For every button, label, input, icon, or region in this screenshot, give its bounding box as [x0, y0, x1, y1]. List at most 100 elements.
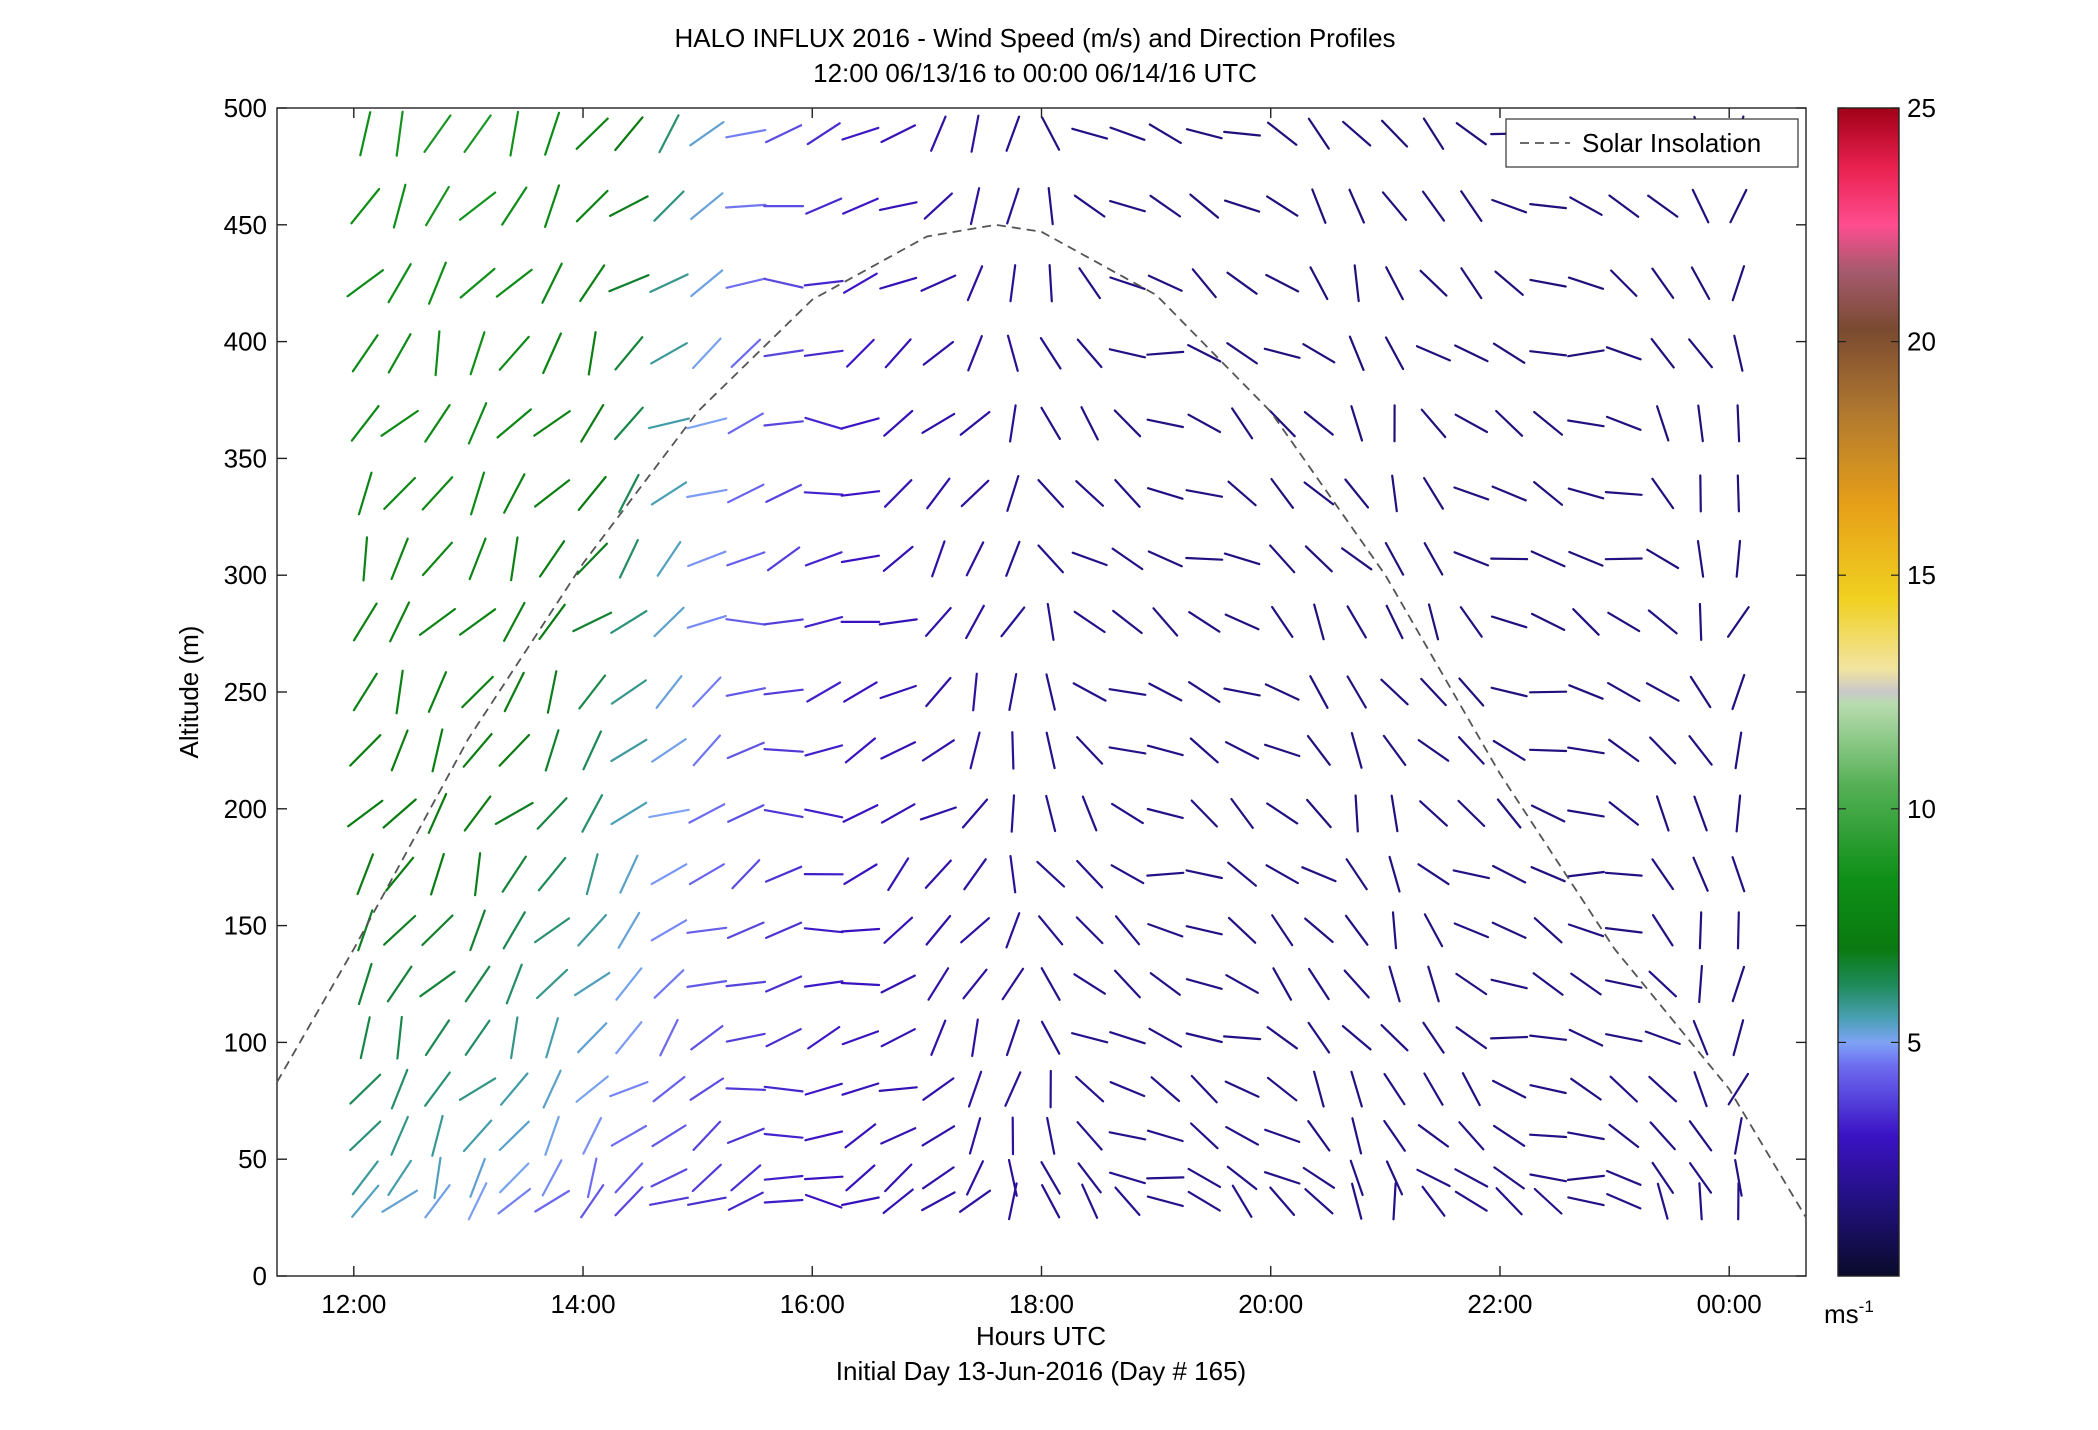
wind-arrow	[1314, 605, 1323, 640]
wind-arrow	[923, 740, 954, 760]
wind-arrow	[1352, 733, 1362, 768]
wind-arrow	[1494, 1126, 1524, 1146]
wind-arrow	[842, 556, 879, 562]
wind-arrow	[384, 800, 416, 828]
wind-arrow	[658, 542, 681, 576]
wind-arrow	[423, 477, 453, 509]
wind-arrow	[846, 1166, 874, 1191]
wind-arrow	[348, 270, 383, 296]
wind-arrow	[654, 1077, 685, 1101]
wind-arrow	[1530, 1135, 1566, 1137]
wind-arrow	[843, 128, 879, 140]
wind-arrow	[1534, 973, 1563, 994]
wind-arrow	[1425, 543, 1443, 574]
wind-arrow	[1110, 1032, 1145, 1043]
wind-arrow	[765, 620, 803, 625]
wind-arrow	[1417, 1170, 1449, 1186]
wind-arrow	[805, 617, 842, 627]
x-tick-label: 14:00	[550, 1289, 615, 1319]
wind-arrow	[359, 964, 372, 1004]
wind-arrow	[1227, 343, 1257, 363]
wind-arrow	[1050, 265, 1052, 301]
wind-arrow	[612, 803, 647, 824]
wind-arrow	[1568, 1197, 1603, 1205]
wind-arrow	[927, 916, 951, 945]
wind-arrow	[649, 419, 689, 429]
wind-arrow	[922, 276, 956, 291]
wind-arrow	[1151, 973, 1180, 995]
wind-arrow	[1039, 916, 1062, 944]
wind-arrow	[1266, 684, 1299, 699]
wind-arrow	[923, 1167, 954, 1188]
wind-arrow	[425, 116, 451, 152]
wind-arrow	[1699, 966, 1702, 1002]
wind-arrow	[1224, 689, 1259, 696]
wind-arrow	[766, 125, 801, 142]
wind-arrow	[475, 853, 480, 895]
wind-arrow	[1192, 801, 1217, 827]
wind-arrow	[425, 1185, 449, 1217]
wind-arrow	[1189, 682, 1219, 702]
wind-arrow	[611, 740, 646, 761]
wind-arrow	[470, 911, 484, 951]
wind-arrow	[1150, 1029, 1182, 1047]
wind-arrow	[1042, 118, 1059, 150]
wind-arrow	[968, 336, 982, 370]
wind-arrow	[964, 970, 987, 999]
wind-arrow	[691, 1026, 722, 1049]
wind-arrow	[973, 674, 977, 711]
wind-arrow	[688, 616, 726, 628]
wind-arrow	[884, 547, 913, 571]
wind-arrow	[1228, 273, 1257, 294]
wind-arrow	[1459, 679, 1483, 706]
wind-arrow	[1348, 677, 1366, 708]
wind-arrow	[1492, 980, 1527, 988]
wind-arrow	[535, 918, 569, 942]
wind-arrow	[1425, 914, 1442, 946]
wind-arrow	[1530, 1036, 1566, 1040]
wind-arrow	[1047, 674, 1055, 709]
wind-arrow	[882, 1029, 915, 1046]
y-tick-label: 350	[224, 443, 267, 473]
wind-arrow	[534, 411, 570, 436]
wind-arrow	[882, 804, 914, 822]
wind-arrow	[650, 1198, 688, 1205]
wind-arrow	[353, 335, 378, 371]
wind-arrow	[1530, 204, 1566, 208]
wind-arrow	[1649, 1077, 1676, 1101]
wind-arrow	[1611, 1077, 1637, 1102]
chart-title: HALO INFLUX 2016 - Wind Speed (m/s) and …	[674, 23, 1395, 53]
wind-arrow	[1736, 733, 1742, 769]
wind-arrow	[577, 191, 608, 221]
wind-arrow	[1386, 543, 1403, 575]
wind-arrow	[1531, 280, 1566, 287]
wind-arrow	[1384, 1121, 1405, 1151]
wind-arrow	[1314, 1072, 1324, 1107]
wind-arrow	[390, 603, 409, 642]
wind-arrow	[1493, 487, 1526, 501]
wind-arrow	[808, 1027, 839, 1048]
wind-arrow	[1272, 479, 1293, 508]
wind-arrow	[1650, 738, 1675, 764]
wind-arrow	[1461, 607, 1482, 636]
wind-arrow	[1079, 1163, 1101, 1192]
wind-arrow	[1229, 482, 1256, 506]
wind-arrow	[579, 676, 605, 709]
wind-arrow	[765, 749, 803, 752]
wind-arrow	[466, 967, 490, 1002]
wind-arrow	[360, 112, 370, 155]
wind-arrow	[1386, 338, 1403, 370]
wind-arrow	[923, 414, 955, 433]
wind-arrow	[1698, 541, 1703, 577]
wind-arrow	[582, 795, 602, 832]
wind-arrow	[1355, 265, 1359, 301]
wind-arrow	[577, 119, 608, 149]
wind-arrow	[1729, 1074, 1748, 1104]
wind-arrow	[500, 735, 529, 766]
wind-arrow	[844, 805, 878, 822]
wind-arrow	[923, 1078, 953, 1099]
wind-arrow	[460, 1078, 495, 1099]
wind-arrow	[1110, 689, 1146, 695]
wind-arrow	[537, 970, 567, 998]
wind-arrow	[882, 125, 915, 142]
